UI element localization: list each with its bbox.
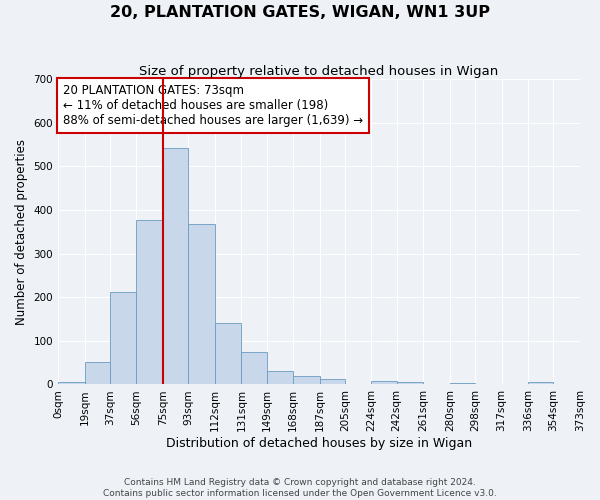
Title: Size of property relative to detached houses in Wigan: Size of property relative to detached ho… <box>139 65 499 78</box>
Bar <box>450 382 475 384</box>
Y-axis label: Number of detached properties: Number of detached properties <box>15 139 28 325</box>
Bar <box>371 381 397 384</box>
Bar <box>188 224 215 384</box>
Text: 20, PLANTATION GATES, WIGAN, WN1 3UP: 20, PLANTATION GATES, WIGAN, WN1 3UP <box>110 5 490 20</box>
Bar <box>58 382 85 384</box>
X-axis label: Distribution of detached houses by size in Wigan: Distribution of detached houses by size … <box>166 437 472 450</box>
Bar <box>136 220 163 384</box>
Text: 20 PLANTATION GATES: 73sqm
← 11% of detached houses are smaller (198)
88% of sem: 20 PLANTATION GATES: 73sqm ← 11% of deta… <box>63 84 364 126</box>
Bar <box>266 370 293 384</box>
Bar <box>528 382 553 384</box>
Bar <box>85 362 110 384</box>
Bar <box>163 148 188 384</box>
Bar <box>215 324 241 384</box>
Bar <box>397 382 423 384</box>
Text: Contains HM Land Registry data © Crown copyright and database right 2024.
Contai: Contains HM Land Registry data © Crown c… <box>103 478 497 498</box>
Bar <box>320 379 345 384</box>
Bar <box>293 376 320 384</box>
Bar <box>241 352 266 384</box>
Bar <box>110 292 136 384</box>
